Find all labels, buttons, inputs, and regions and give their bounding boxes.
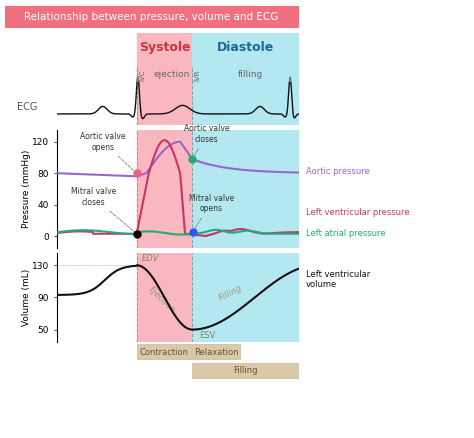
Text: Ejection: Ejection [147,285,177,315]
Bar [137,130,192,248]
Y-axis label: Volume (mL): Volume (mL) [22,269,31,326]
Bar [192,130,299,248]
Text: ESV: ESV [200,331,216,340]
Bar [137,253,192,342]
Text: Contraction: Contraction [140,348,189,357]
Bar [192,66,299,82]
Text: Relaxation: Relaxation [194,348,239,357]
Bar [192,66,299,125]
Bar [137,33,192,66]
Text: Diastole: Diastole [217,41,274,54]
Bar [192,33,299,66]
Text: ECG: ECG [17,102,37,112]
Bar [137,66,192,82]
Text: Left ventricular pressure: Left ventricular pressure [306,208,410,217]
Bar [192,253,299,342]
Text: Filling: Filling [218,283,244,303]
Text: Aortic pressure: Aortic pressure [306,167,370,176]
Text: Relationship between pressure, volume and ECG: Relationship between pressure, volume an… [25,12,279,21]
Bar [137,66,192,125]
Y-axis label: Pressure (mmHg): Pressure (mmHg) [22,150,31,228]
Text: IVC: IVC [139,69,145,81]
Text: Aortic valve
closes: Aortic valve closes [184,124,229,157]
Text: IVR: IVR [195,69,201,81]
Text: Mitral valve
closes: Mitral valve closes [71,187,135,232]
Text: Left ventricular
volume: Left ventricular volume [306,270,370,290]
Text: Aortic valve
opens: Aortic valve opens [80,132,135,171]
Text: filling: filling [237,70,263,78]
Text: Left atrial pressure: Left atrial pressure [306,229,385,238]
FancyBboxPatch shape [0,6,304,28]
Text: EDV: EDV [141,254,159,263]
Text: Systole: Systole [139,41,190,54]
Text: Mitral valve
opens: Mitral valve opens [189,194,234,230]
Text: Filling: Filling [233,367,258,375]
Text: ejection: ejection [154,70,190,78]
